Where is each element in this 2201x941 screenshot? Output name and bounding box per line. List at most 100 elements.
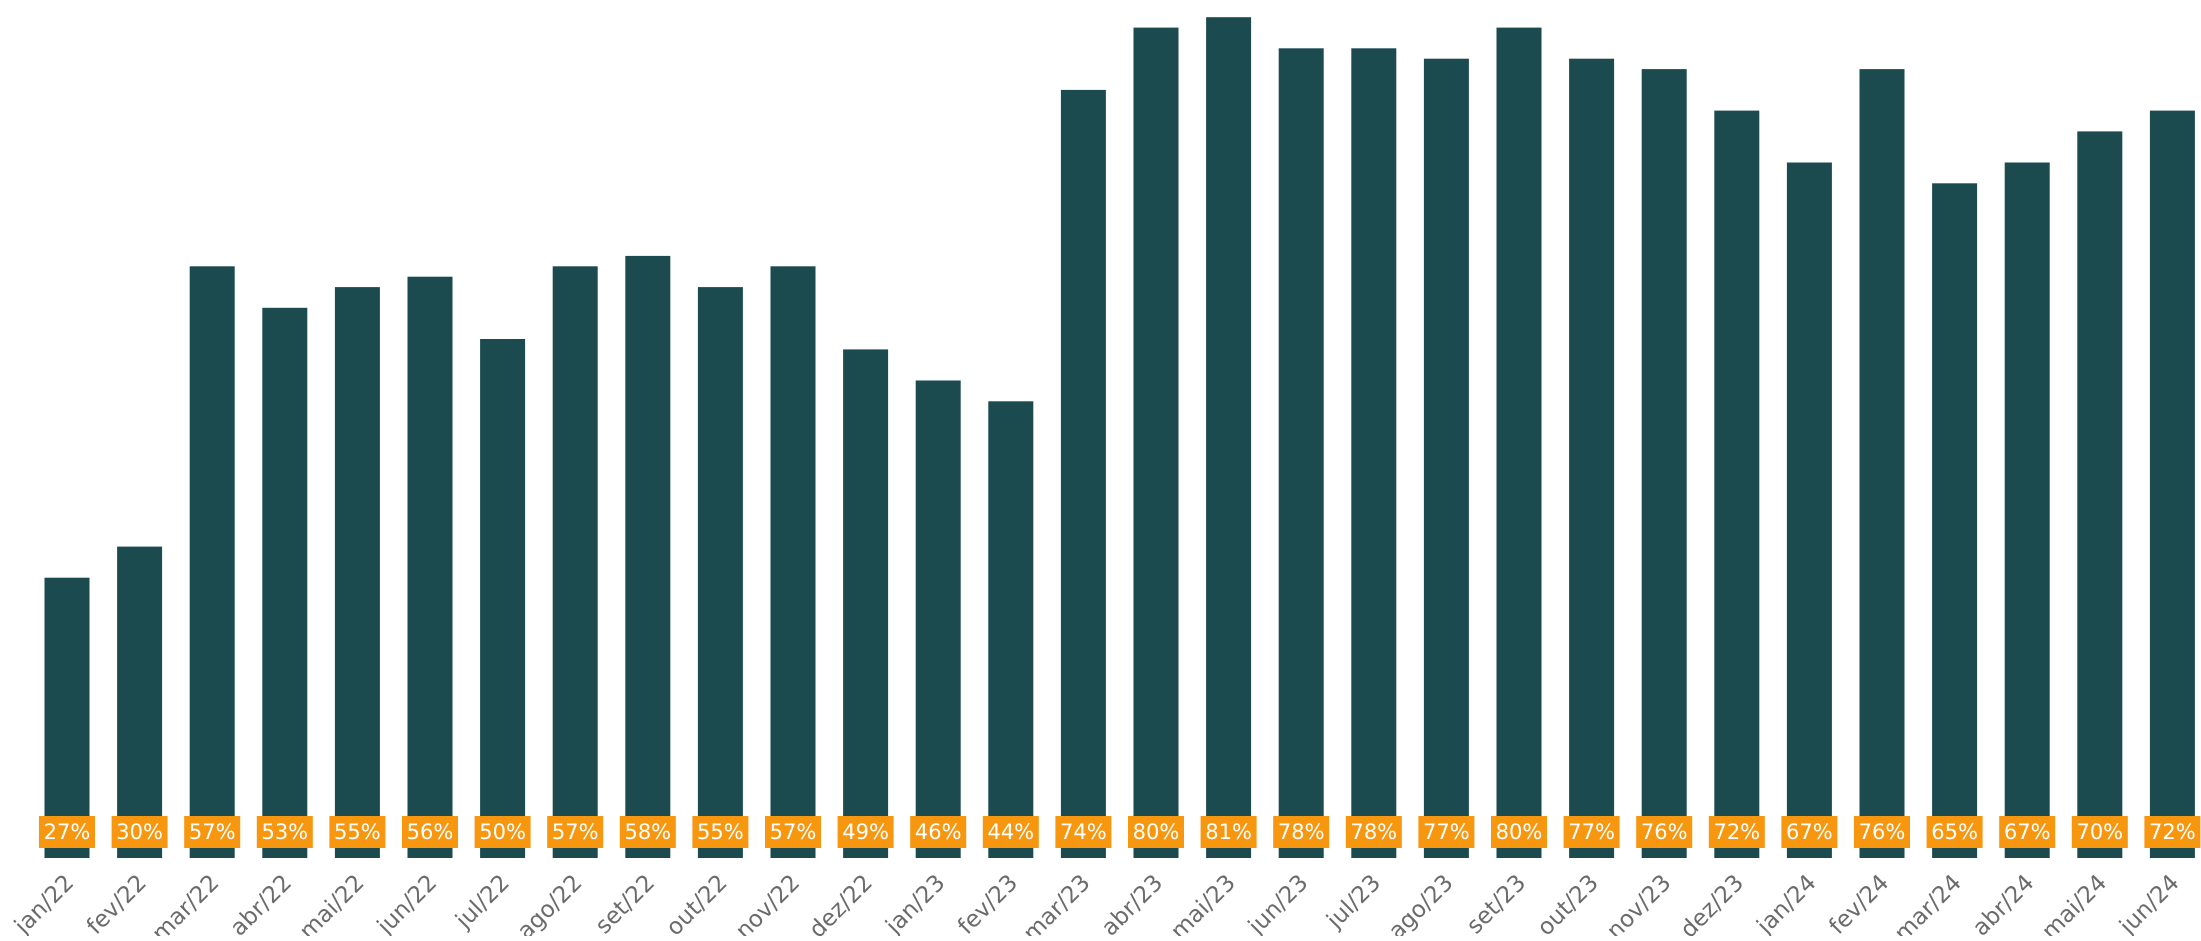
- value-label: 67%: [1781, 816, 1838, 848]
- value-label-background: [837, 816, 894, 848]
- bar-set/22: [625, 255, 671, 858]
- value-label-background: [111, 816, 168, 848]
- bar-jan/24: [1786, 162, 1832, 858]
- value-label: 72%: [2144, 816, 2201, 848]
- bar-fev/22: [117, 546, 163, 858]
- bar-dez/22: [843, 349, 889, 858]
- value-label-background: [1273, 816, 1330, 848]
- x-tick-label: ago/22: [513, 870, 588, 936]
- x-tick-label: mai/24: [2037, 870, 2112, 936]
- value-label: 57%: [765, 816, 821, 848]
- bar-mar/22: [189, 266, 235, 858]
- value-label-background: [2144, 816, 2201, 848]
- value-label-background: [184, 816, 241, 848]
- value-label: 56%: [402, 816, 458, 848]
- x-tick-label: mar/23: [1019, 870, 1096, 936]
- value-label-background: [329, 816, 386, 848]
- value-label-text: 57%: [189, 820, 236, 844]
- bars-layer: [44, 17, 2195, 859]
- value-label-text: 70%: [2076, 820, 2123, 844]
- value-label-text: 57%: [770, 820, 817, 844]
- x-tick-label: jan/24: [1752, 870, 1822, 936]
- bar-abr/22: [262, 307, 308, 858]
- bar-nov/23: [1641, 69, 1687, 859]
- value-label: 80%: [1128, 816, 1184, 848]
- value-label-text: 72%: [2149, 820, 2196, 844]
- bar-ago/23: [1423, 58, 1469, 858]
- value-label: 77%: [1418, 816, 1475, 848]
- x-tick-label: jan/22: [9, 870, 79, 936]
- value-label-text: 77%: [1568, 820, 1615, 844]
- bar-jan/22: [44, 577, 90, 858]
- value-label-text: 44%: [987, 820, 1034, 844]
- value-label-background: [1563, 816, 1620, 848]
- value-label: 72%: [1708, 816, 1765, 848]
- x-tick-label: mar/24: [1890, 870, 1967, 936]
- x-tick-label: out/22: [661, 870, 732, 936]
- x-tick-label: jul/23: [1321, 870, 1386, 935]
- value-label-background: [1999, 816, 2056, 848]
- value-label-background: [402, 816, 458, 848]
- bar-mai/23: [1206, 17, 1252, 858]
- bar-mai/22: [334, 287, 380, 859]
- bar-fev/24: [1859, 69, 1905, 859]
- bar-mar/24: [1932, 183, 1978, 859]
- value-label-text: 58%: [624, 820, 671, 844]
- value-label: 55%: [692, 816, 749, 848]
- bar-set/23: [1496, 27, 1542, 859]
- value-label-text: 67%: [1786, 820, 1833, 844]
- value-label-background: [982, 816, 1039, 848]
- value-label-text: 55%: [697, 820, 744, 844]
- bar-ago/22: [552, 266, 598, 858]
- value-label-text: 78%: [1350, 820, 1397, 844]
- value-label-text: 81%: [1205, 820, 1252, 844]
- value-label-text: 80%: [1496, 820, 1543, 844]
- value-label-background: [619, 816, 676, 848]
- x-tick-label: jun/23: [1243, 870, 1313, 936]
- x-tick-label: mar/22: [147, 870, 224, 936]
- value-label-background: [1636, 816, 1693, 848]
- value-label-background: [1781, 816, 1838, 848]
- bar-jun/23: [1278, 48, 1324, 859]
- value-label: 57%: [184, 816, 241, 848]
- value-label: 70%: [2071, 816, 2128, 848]
- x-tick-label: jun/24: [2114, 870, 2184, 936]
- value-label-text: 76%: [1641, 820, 1688, 844]
- value-label-background: [1854, 816, 1910, 848]
- x-tick-label: nov/22: [731, 870, 805, 936]
- value-label-text: 76%: [1859, 820, 1906, 844]
- value-label: 78%: [1273, 816, 1330, 848]
- x-tick-label: mai/23: [1166, 870, 1241, 936]
- bar-jan/23: [915, 380, 961, 858]
- value-labels-layer: 27% 30% 57% 53% 55% 56% 50% 57% 58% 55% 57% 49% 46% 4…: [39, 816, 2201, 848]
- value-label-text: 56%: [407, 820, 454, 844]
- x-tick-label: abr/22: [226, 870, 298, 936]
- bar-jun/24: [2149, 110, 2195, 859]
- bar-nov/22: [770, 266, 816, 858]
- value-label-background: [39, 816, 95, 848]
- x-tick-label: abr/23: [1097, 870, 1169, 936]
- x-tick-label: nov/23: [1602, 870, 1676, 936]
- value-label: 44%: [982, 816, 1039, 848]
- value-label-background: [1418, 816, 1475, 848]
- value-label: 76%: [1854, 816, 1910, 848]
- value-label: 57%: [547, 816, 604, 848]
- value-label-text: 57%: [552, 820, 599, 844]
- x-tick-label: ago/23: [1384, 870, 1459, 936]
- value-label-text: 49%: [842, 820, 889, 844]
- x-tick-label: abr/24: [1968, 870, 2040, 936]
- value-label-text: 80%: [1133, 820, 1180, 844]
- x-tick-label: jun/22: [372, 870, 442, 936]
- bar-abr/23: [1133, 27, 1179, 859]
- value-label: 55%: [329, 816, 386, 848]
- value-label: 78%: [1345, 816, 1402, 848]
- x-tick-label: mai/22: [295, 870, 370, 936]
- value-label: 46%: [910, 816, 967, 848]
- value-label: 76%: [1636, 816, 1693, 848]
- value-label-text: 67%: [2004, 820, 2051, 844]
- bar-abr/24: [2004, 162, 2050, 858]
- bar-mar/23: [1060, 89, 1106, 858]
- value-label-background: [1926, 816, 1983, 848]
- value-label-text: 46%: [915, 820, 962, 844]
- bar-out/22: [697, 287, 743, 859]
